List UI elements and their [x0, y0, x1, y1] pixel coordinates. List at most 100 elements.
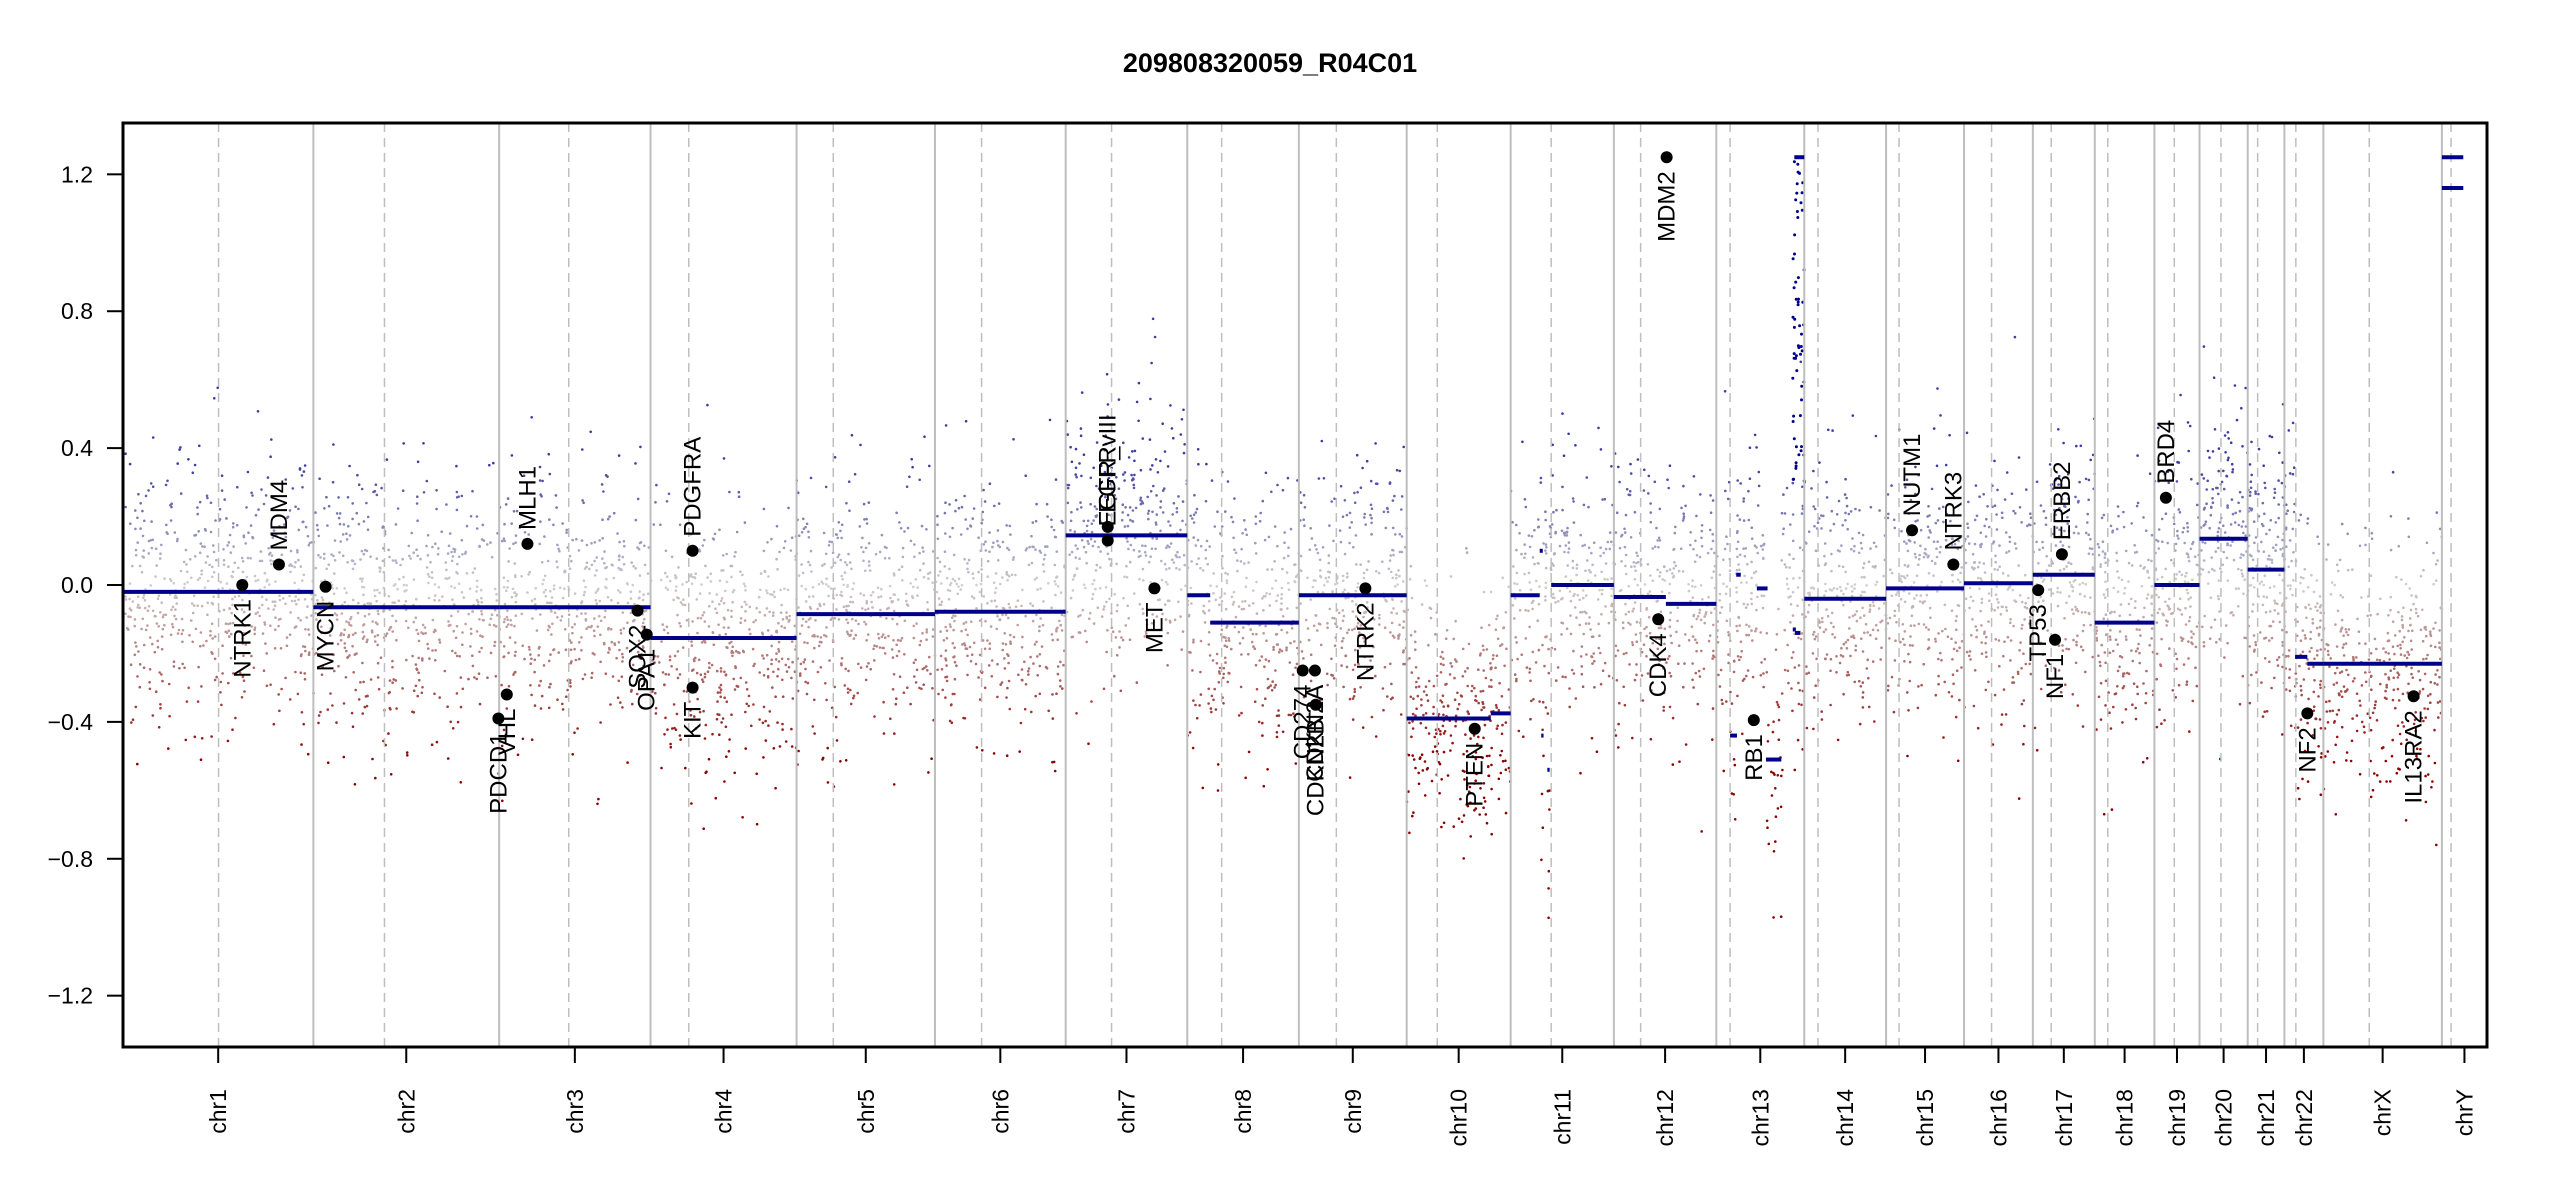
probe-point — [969, 620, 973, 623]
probe-point — [1401, 580, 1405, 583]
probe-point — [1618, 546, 1622, 550]
probe-point — [1283, 531, 1286, 534]
probe-point — [1003, 667, 1007, 670]
probe-point — [1542, 542, 1545, 545]
probe-point — [500, 539, 504, 543]
probe-point — [302, 470, 306, 473]
probe-point — [316, 599, 319, 602]
probe-point — [1610, 610, 1613, 613]
probe-point — [1632, 561, 1636, 564]
probe-point — [1539, 476, 1543, 480]
probe-point — [148, 668, 152, 671]
probe-point — [558, 586, 562, 589]
probe-point — [1225, 624, 1229, 628]
probe-point — [1861, 533, 1865, 537]
probe-point — [1564, 544, 1568, 547]
probe-point — [966, 633, 969, 637]
probe-point — [1672, 567, 1676, 570]
probe-point — [134, 509, 137, 512]
probe-point — [1597, 426, 1600, 430]
probe-point — [1306, 627, 1310, 630]
probe-point — [979, 582, 983, 586]
probe-point — [1369, 513, 1372, 517]
probe-point — [1126, 540, 1129, 543]
probe-point — [543, 574, 547, 578]
probe-point — [999, 683, 1002, 686]
probe-point — [1131, 519, 1134, 523]
probe-point — [836, 536, 839, 540]
probe-point — [342, 702, 346, 705]
probe-point — [315, 651, 318, 655]
probe-point — [1551, 474, 1554, 477]
probe-point — [1888, 616, 1892, 620]
probe-point — [184, 738, 188, 742]
probe-point — [1354, 534, 1358, 537]
probe-point — [1357, 662, 1360, 666]
probe-point — [1435, 750, 1439, 753]
probe-point — [781, 678, 784, 682]
probe-point — [360, 549, 364, 553]
probe-point — [1548, 808, 1551, 811]
probe-point — [1021, 679, 1024, 682]
probe-point — [332, 592, 336, 596]
probe-point — [273, 647, 277, 650]
probe-point — [1176, 550, 1179, 554]
probe-point — [514, 650, 517, 654]
probe-point — [556, 543, 559, 547]
probe-point — [538, 465, 542, 469]
probe-point — [1343, 588, 1346, 592]
probe-point — [1689, 543, 1692, 547]
probe-point — [253, 626, 257, 629]
probe-point — [616, 532, 619, 535]
probe-point — [427, 596, 431, 600]
probe-point — [1719, 668, 1723, 672]
probe-point — [438, 696, 442, 699]
probe-point — [231, 728, 234, 731]
probe-point — [852, 582, 856, 585]
probe-point — [960, 505, 964, 509]
probe-point — [327, 504, 331, 508]
probe-point — [832, 597, 836, 600]
probe-point — [1743, 677, 1746, 681]
probe-point — [361, 661, 364, 665]
probe-point — [302, 722, 306, 726]
probe-point — [1585, 476, 1589, 479]
probe-point — [993, 591, 997, 594]
probe-point — [965, 647, 969, 650]
probe-point — [1846, 582, 1849, 586]
probe-point — [708, 666, 711, 669]
probe-point — [1467, 712, 1470, 715]
probe-point — [1226, 572, 1230, 576]
probe-point — [1351, 628, 1354, 632]
probe-point — [245, 575, 249, 579]
probe-point — [943, 550, 947, 553]
probe-point — [284, 478, 288, 481]
probe-point — [1777, 738, 1781, 741]
probe-point — [1658, 539, 1662, 542]
probe-point — [254, 579, 257, 583]
probe-point — [1105, 600, 1108, 604]
probe-point — [456, 720, 460, 724]
probe-point — [434, 629, 437, 633]
probe-point — [1571, 566, 1575, 570]
probe-point — [1599, 448, 1603, 451]
probe-point — [1299, 602, 1302, 605]
probe-point — [394, 559, 397, 562]
probe-point — [1412, 758, 1416, 761]
probe-point — [743, 600, 747, 604]
probe-point — [1482, 590, 1486, 594]
probe-point — [136, 675, 139, 678]
probe-point — [865, 601, 868, 605]
probe-point — [1876, 629, 1880, 632]
probe-point — [419, 557, 422, 561]
probe-point — [351, 502, 355, 505]
probe-point — [550, 601, 553, 605]
probe-point — [984, 549, 988, 552]
probe-point — [1805, 726, 1809, 730]
probe-point — [343, 646, 347, 650]
probe-point — [1408, 657, 1411, 660]
probe-point — [258, 559, 262, 563]
probe-point — [1074, 544, 1077, 547]
probe-point — [1166, 599, 1170, 603]
